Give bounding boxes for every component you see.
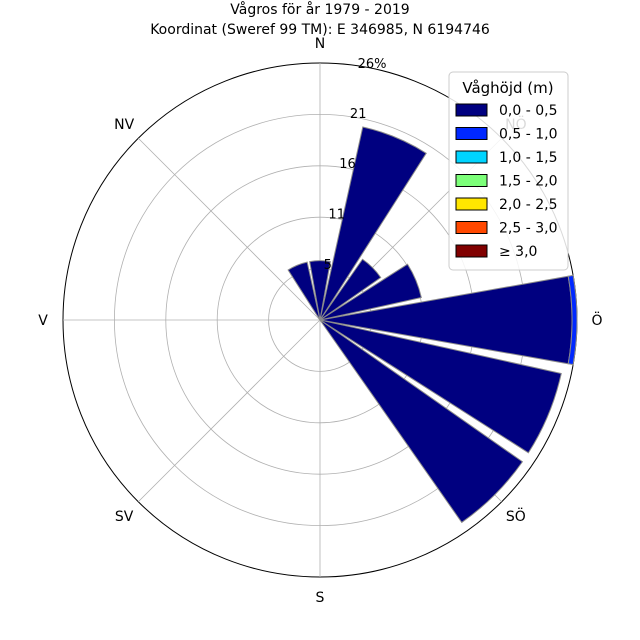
legend-entry-label: 0,0 - 0,5 — [499, 103, 557, 119]
radial-tick-labels: 5 11 16 21 26% — [324, 57, 387, 273]
legend-entry-label: 1,5 - 2,0 — [499, 174, 557, 190]
direction-label: SÖ — [506, 507, 526, 525]
sector-bar — [309, 260, 331, 321]
legend-entry-label: 2,0 - 2,5 — [499, 197, 557, 213]
sector-bars — [287, 126, 578, 524]
legend-entry-label: 0,5 - 1,0 — [499, 127, 557, 143]
legend-entry-label: ≥ 3,0 — [499, 244, 537, 260]
direction-label: Ö — [591, 311, 602, 329]
radial-tick-label: 26% — [358, 57, 387, 72]
grid-spoke — [137, 137, 321, 321]
legend-swatch — [455, 174, 488, 187]
chart-title: Vågros för år 1979 - 2019 — [230, 1, 409, 18]
direction-label: V — [38, 313, 48, 329]
direction-label: N — [315, 36, 325, 52]
radial-tick-label: 11 — [328, 208, 345, 223]
sector-bar — [567, 274, 578, 366]
direction-label: NV — [114, 117, 134, 133]
radial-tick-label: 21 — [350, 107, 367, 122]
sector-bar — [319, 126, 427, 321]
legend-swatch — [455, 127, 488, 140]
legend: Våghöjd (m) 0,0 - 0,5 0,5 - 1,0 1,0 - 1,5 1… — [448, 71, 569, 271]
sector-bar — [319, 319, 562, 454]
direction-label: S — [316, 590, 325, 606]
direction-labels: NNVVSVSSÖÖNÖ — [38, 36, 602, 606]
radial-tick-label: 5 — [324, 258, 332, 273]
chart-subtitle: Koordinat (Sweref 99 TM): E 346985, N 61… — [150, 22, 490, 38]
sector-bar — [287, 261, 321, 321]
radial-tick-label: 16 — [339, 157, 356, 172]
legend-swatch — [455, 197, 488, 211]
legend-swatch — [455, 244, 488, 258]
legend-swatch — [455, 221, 488, 234]
grid-spoke — [137, 319, 321, 503]
sector-bar — [319, 258, 382, 321]
sector-bar — [319, 263, 422, 321]
legend-entries: 0,0 - 0,5 0,5 - 1,0 1,0 - 1,5 1,5 - 2,0 2,0 … — [455, 103, 557, 260]
legend-swatch — [455, 150, 488, 164]
legend-title: Våghöjd (m) — [462, 79, 553, 97]
legend-entry-label: 1,0 - 1,5 — [499, 150, 557, 166]
legend-frame — [448, 71, 569, 271]
direction-label: SV — [115, 509, 134, 525]
legend-swatch — [455, 103, 488, 117]
sector-bar — [319, 319, 524, 524]
legend-entry-label: 2,5 - 3,0 — [499, 221, 557, 237]
